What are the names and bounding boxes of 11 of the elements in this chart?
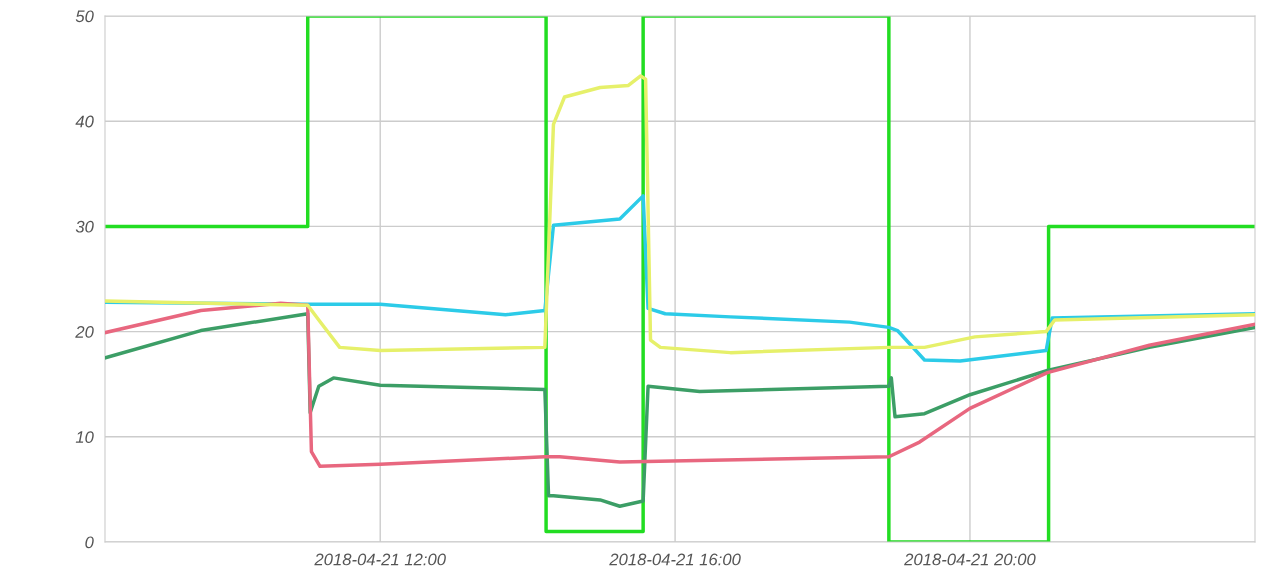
x-tick-label: 2018-04-21 20:00 (904, 553, 1036, 566)
x-tick-label: 2018-04-21 12:00 (314, 553, 446, 566)
y-tick-label: 10 (75, 431, 94, 443)
y-tick-label: 30 (75, 220, 94, 233)
y-tick-label: 50 (75, 10, 94, 23)
x-tick-label: 2018-04-21 16:00 (609, 553, 741, 566)
y-tick-label: 0 (85, 536, 94, 549)
y-tick-label: 20 (75, 326, 94, 338)
line-series (105, 74, 1255, 355)
y-tick-label: 40 (75, 115, 94, 128)
line-series (105, 301, 1255, 468)
